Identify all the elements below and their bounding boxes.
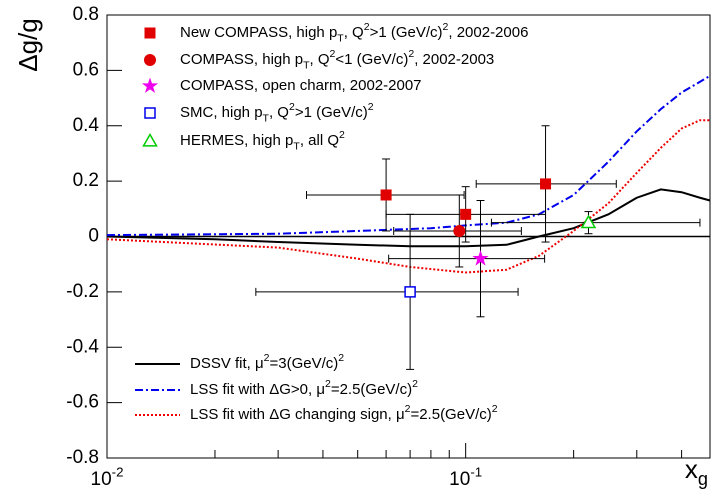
y-tick-label: 0.6: [73, 59, 99, 80]
legend-marker: [144, 107, 156, 119]
x-axis-label: xg: [685, 454, 708, 489]
text-part: COMPASS, high p: [180, 51, 303, 68]
legend-label: COMPASS, open charm, 2002-2007: [180, 77, 422, 94]
x-tick-label: 10-1: [449, 464, 482, 490]
y-tick-label: 0.4: [73, 115, 100, 136]
text-part: New COMPASS, high p: [180, 24, 337, 41]
y-tick-label: 0.2: [73, 170, 99, 191]
y-tick-label: -0.6: [66, 392, 99, 413]
text-part: 2: [289, 101, 295, 113]
legend-marker: [144, 27, 156, 39]
text-part: 2: [405, 403, 411, 415]
y-tick-label: 0.8: [73, 4, 99, 25]
text-part: T: [303, 59, 310, 71]
text-part: 10: [449, 469, 470, 490]
text-part: g: [698, 469, 708, 489]
y-tick-label: -0.4: [66, 336, 99, 357]
text-part: =2.5(GeV/c): [331, 381, 412, 398]
text-part: 10: [91, 469, 112, 490]
text-part: >1 (GeV/c): [370, 24, 443, 41]
text-part: -1: [470, 464, 482, 479]
text-part: , Q: [269, 104, 289, 121]
marker: [380, 189, 392, 201]
text-part: , Q: [310, 51, 330, 68]
legend-marker: [142, 132, 158, 147]
legend-label: New COMPASS, high pT, Q2>1 (GeV/c)2, 200…: [180, 21, 528, 44]
y-tick-label: -0.2: [66, 281, 99, 302]
text-part: , Q: [344, 24, 364, 41]
text-part: 2: [330, 48, 336, 60]
y-tick-label: 0: [88, 226, 99, 247]
legend-label: HERMES, high pT, all Q2: [180, 129, 345, 152]
legend-label: SMC, high pT, Q2>1 (GeV/c)2: [180, 101, 374, 124]
curve: [106, 75, 711, 237]
text-part: T: [293, 140, 300, 152]
legend-marker: [144, 54, 156, 66]
text-part: 2: [412, 378, 418, 390]
text-part: 2: [443, 21, 449, 33]
text-part: <1 (GeV/c): [335, 51, 408, 68]
text-part: SMC, high p: [180, 104, 263, 121]
curve: [106, 119, 710, 274]
curve: [106, 188, 711, 248]
legend-marker: [141, 77, 159, 93]
text-part: 2: [408, 48, 414, 60]
marker: [460, 208, 472, 220]
text-part: 2: [364, 21, 370, 33]
text-part: , 2002-2003: [414, 51, 494, 68]
marker: [472, 250, 489, 266]
text-part: T: [337, 32, 344, 44]
text-part: 2: [325, 378, 331, 390]
text-part: T: [263, 112, 270, 124]
text-part: 2: [264, 352, 270, 364]
legend-label: LSS fit with ΔG>0, μ2=2.5(GeV/c)2: [190, 378, 418, 398]
marker: [404, 286, 416, 298]
text-part: -2: [112, 464, 124, 479]
text-part: 2: [492, 403, 498, 415]
marker: [540, 178, 552, 190]
text-part: 2: [338, 352, 344, 364]
text-part: LSS fit with ΔG changing sign, μ: [190, 406, 405, 423]
text-part: DSSV fit, μ: [190, 355, 264, 372]
text-part: COMPASS, open charm, 2002-2007: [180, 77, 422, 94]
text-part: , all Q: [300, 132, 339, 149]
y-tick-label: -0.8: [66, 447, 99, 468]
x-tick-label: 10-2: [91, 464, 124, 490]
marker: [580, 214, 597, 229]
text-part: >1 (GeV/c): [295, 104, 368, 121]
marker: [453, 224, 466, 237]
text-part: LSS fit with ΔG>0, μ: [190, 381, 325, 398]
legend-label: LSS fit with ΔG changing sign, μ2=2.5(Ge…: [190, 403, 498, 423]
text-part: , 2002-2006: [448, 24, 528, 41]
text-part: =3(GeV/c): [270, 355, 339, 372]
legend-label: DSSV fit, μ2=3(GeV/c)2: [190, 352, 344, 372]
y-axis-label: Δg/g: [13, 18, 43, 72]
legend-label: COMPASS, high pT, Q2<1 (GeV/c)2, 2002-20…: [180, 48, 494, 71]
text-part: =2.5(GeV/c): [410, 406, 491, 423]
text-part: 2: [339, 129, 345, 141]
text-part: HERMES, high p: [180, 132, 293, 149]
text-part: 2: [368, 101, 374, 113]
text-part: x: [685, 454, 698, 484]
